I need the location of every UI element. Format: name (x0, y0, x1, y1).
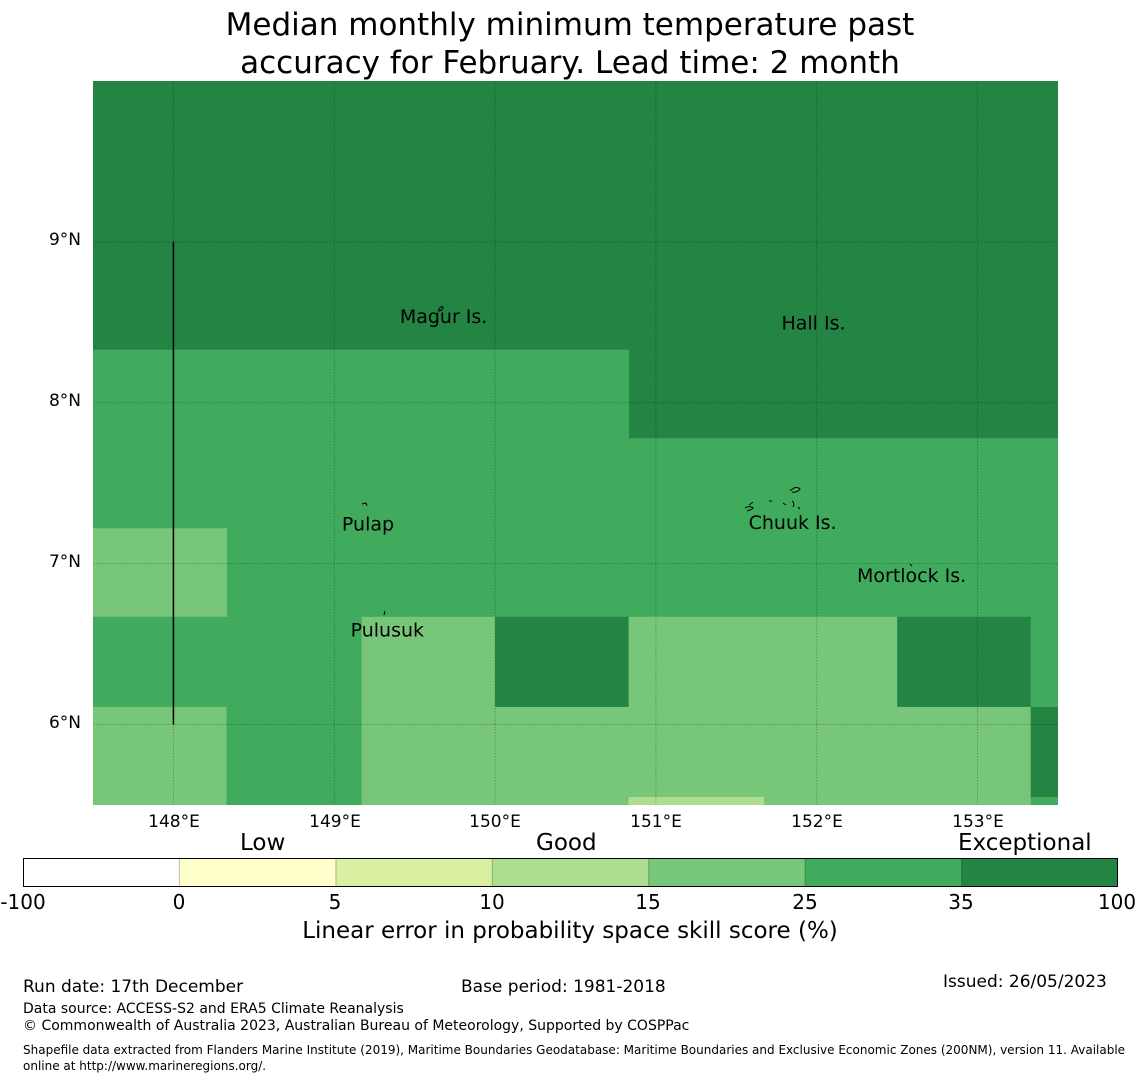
cbar-tick-7: 100 (1097, 890, 1137, 914)
colorbar-bin-3 (492, 858, 650, 887)
category-exceptional: Exceptional (958, 830, 1092, 856)
cbar-tick-2: 5 (328, 890, 342, 914)
place-label-2: Pulap (342, 514, 394, 536)
y-tick-7n: 7°N (48, 552, 81, 572)
island-chuuk-main (789, 486, 801, 493)
cbar-tick-1: 0 (172, 890, 186, 914)
place-labels: Magur Is. Hall Is. Pulap Chuuk Is. Mortlock … (342, 306, 966, 642)
cbar-tick-5: 25 (792, 890, 818, 914)
shapefile-credit-line-2: online at http://www.marineregions.org/. (23, 1059, 267, 1073)
shapefile-credit-line-1: Shapefile data extracted from Flanders M… (23, 1043, 1126, 1057)
skill-cell-10 (897, 616, 1032, 708)
island-chuuk-reef (744, 500, 801, 512)
colorbar-bin-6 (961, 858, 1118, 887)
x-tick-150e: 150°E (469, 812, 521, 832)
skill-cell-13 (226, 706, 363, 805)
skill-cell-1 (628, 349, 1058, 439)
colorbar-bin-1 (179, 858, 337, 887)
skill-cell-16 (1030, 797, 1058, 805)
run-date: Run date: 17th December (23, 977, 244, 997)
skill-cell-7 (361, 616, 496, 708)
cbar-tick-0: -100 (0, 890, 46, 914)
skill-cell-6 (93, 616, 363, 708)
place-label-4: Mortlock Is. (857, 565, 966, 587)
place-label-1: Hall Is. (781, 312, 845, 334)
issued-date: Issued: 26/05/2023 (943, 972, 1107, 992)
cbar-tick-4: 15 (635, 890, 661, 914)
place-label-5: Pulusuk (351, 620, 424, 642)
base-period: Base period: 1981-2018 (461, 977, 666, 997)
colorbar-frame (23, 858, 1118, 887)
x-tick-149e: 149°E (309, 812, 361, 832)
x-tick-152e: 152°E (791, 812, 843, 832)
island-pulusuk (383, 610, 386, 616)
y-tick-8n: 8°N (48, 391, 81, 411)
shapefile-credit: Shapefile data extracted from Flanders M… (23, 1042, 1133, 1074)
skill-cell-0 (93, 81, 1058, 351)
y-tick-6n: 6°N (48, 713, 81, 733)
skill-map: Magur Is. Hall Is. Pulap Chuuk Is. Mortlock … (93, 81, 1058, 805)
skill-cell-3 (628, 438, 1058, 618)
title-line-2: accuracy for February. Lead time: 2 mont… (240, 45, 900, 81)
skill-cell-5 (93, 528, 227, 618)
category-low: Low (240, 830, 286, 856)
copyright: © Commonwealth of Australia 2023, Austra… (23, 1018, 690, 1034)
place-label-3: Chuuk Is. (749, 512, 837, 534)
title-line-1: Median monthly minimum temperature past (225, 7, 915, 43)
skill-cell-17 (628, 797, 765, 805)
skill-cell-11 (1030, 616, 1058, 708)
colorbar-bin-4 (648, 858, 806, 887)
colorbar (23, 858, 1118, 887)
x-tick-148e: 148°E (148, 812, 200, 832)
colorbar-bin-5 (805, 858, 962, 887)
cbar-tick-6: 35 (948, 890, 974, 914)
island-outlines (361, 306, 913, 616)
skill-cell-14 (361, 706, 1032, 805)
skill-cell-2 (93, 349, 630, 529)
island-magur (437, 306, 444, 312)
skill-cell-12 (93, 706, 227, 805)
island-pulap (361, 502, 368, 507)
cbar-tick-3: 10 (479, 890, 505, 914)
skill-cell-15 (1030, 706, 1058, 798)
skill-cells (93, 81, 1058, 805)
island-mortlock (909, 563, 913, 567)
skill-cell-4 (226, 528, 630, 618)
colorbar-bin-0 (23, 858, 180, 887)
x-tick-153e: 153°E (952, 812, 1004, 832)
colorbar-title: Linear error in probability space skill … (302, 918, 838, 944)
category-good: Good (536, 830, 597, 856)
chart-title: Median monthly minimum temperature past … (0, 6, 1140, 82)
x-tick-151e: 151°E (630, 812, 682, 832)
data-source: Data source: ACCESS-S2 and ERA5 Climate … (23, 1001, 404, 1017)
skill-cell-8 (495, 616, 630, 708)
place-label-0: Magur Is. (400, 306, 488, 328)
colorbar-bin-2 (335, 858, 493, 887)
y-tick-9n: 9°N (48, 230, 81, 250)
skill-cell-9 (628, 616, 898, 708)
